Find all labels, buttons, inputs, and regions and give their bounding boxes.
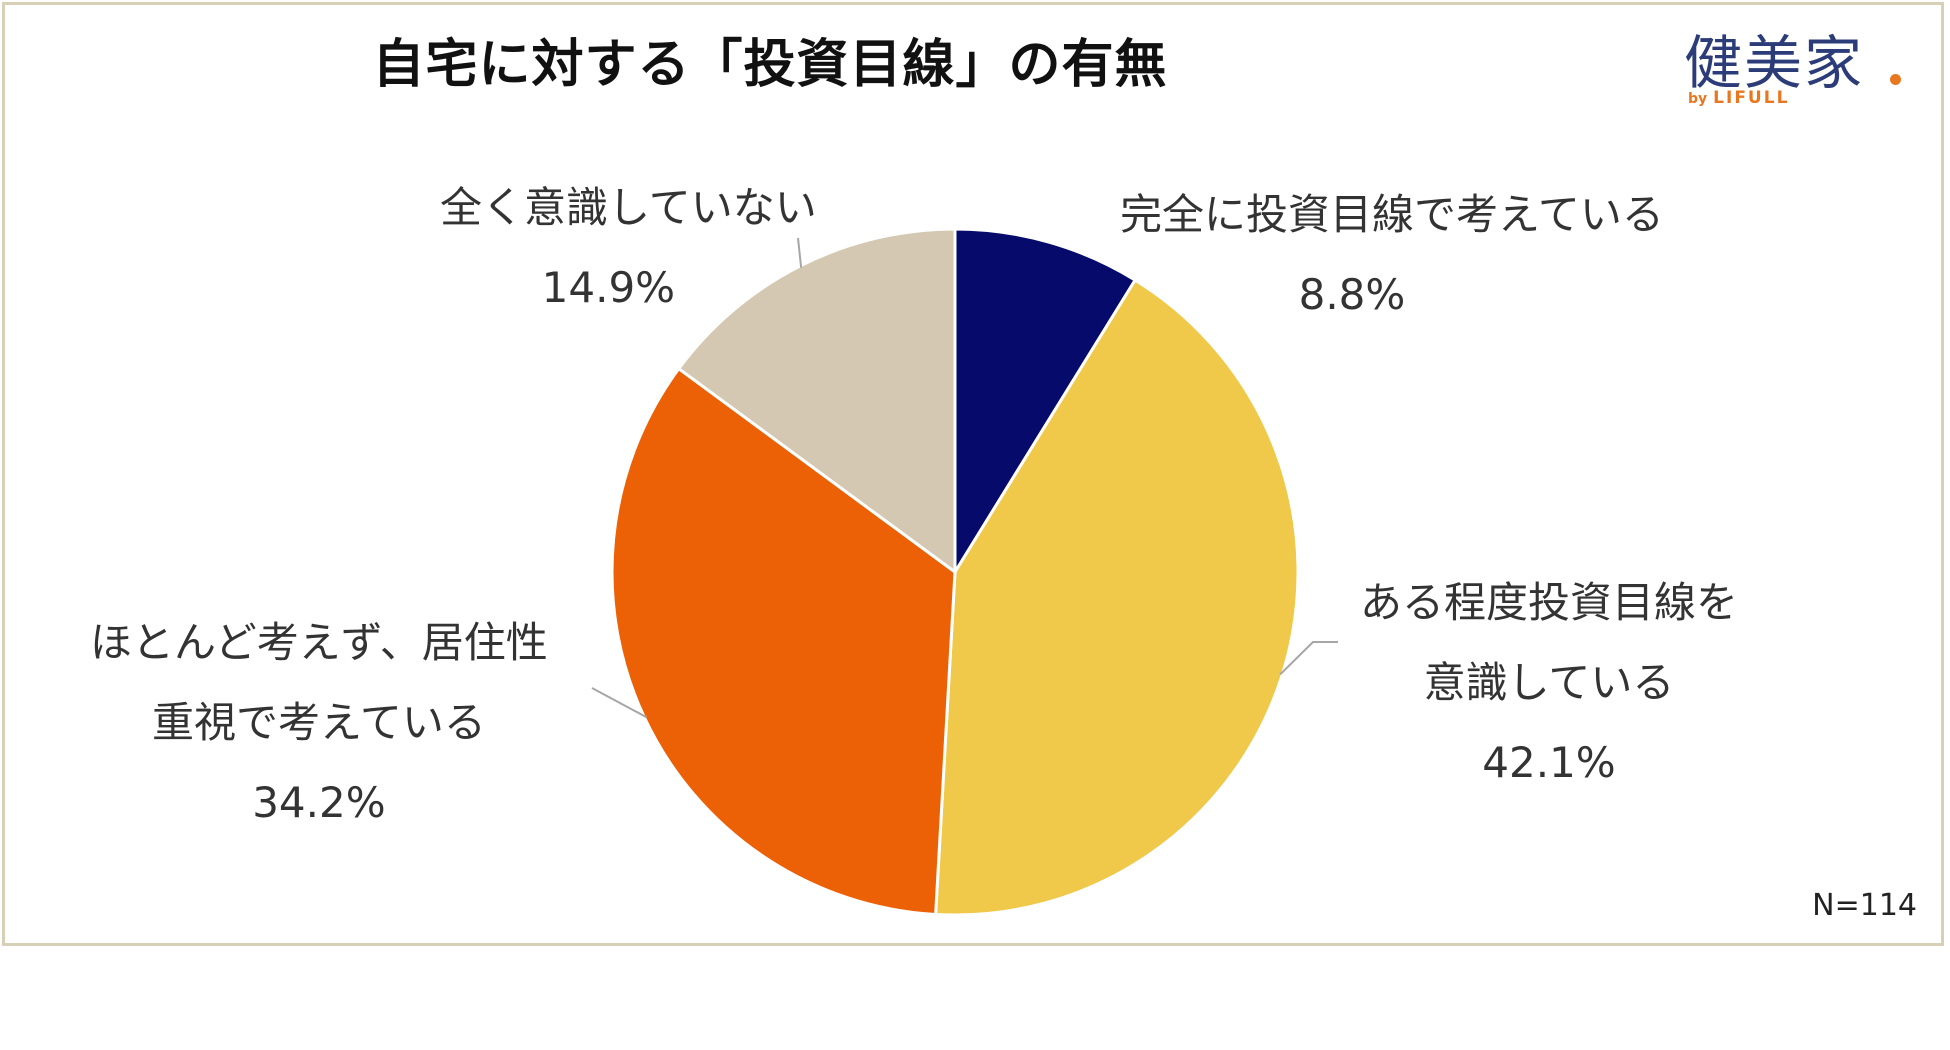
slice-label-0: 完全に投資目線で考えている 8.8%	[1120, 175, 1664, 335]
chart-title: 自宅に対する「投資目線」の有無	[372, 35, 1168, 95]
slice-percent: 34.2%	[252, 778, 386, 827]
logo-dot-icon	[1890, 74, 1901, 85]
logo-brand: LIFULL	[1713, 88, 1790, 108]
slice-label-text: 完全に投資目線で考えている	[1120, 190, 1664, 239]
logo-wordmark: 健美家	[1684, 29, 1865, 97]
pie-slice-1	[934, 278, 1300, 917]
slice-label-text: ほとんど考えず、居住性	[90, 618, 548, 667]
logo-by: by	[1688, 91, 1708, 107]
logo-byline: by LIFULL	[1688, 88, 1789, 108]
brand-logo: 健美家 by LIFULL	[1670, 16, 1920, 116]
slice-percent: 42.1%	[1482, 738, 1616, 787]
leader-line-2	[591, 687, 647, 719]
slice-label-text: 重視で考えている	[151, 698, 486, 747]
pie-slice-2	[610, 366, 957, 917]
slice-percent: 8.8%	[1298, 270, 1406, 319]
pie-slice-0	[953, 227, 1138, 578]
slice-label-text: 全く意識していない	[440, 183, 817, 232]
leader-line-1	[1279, 641, 1338, 676]
leader-line-3	[797, 237, 803, 268]
sample-size-note: N=114	[1812, 888, 1917, 923]
slice-percent: 14.9%	[541, 263, 676, 312]
slice-label-text: ある程度投資目線を	[1360, 578, 1739, 627]
slice-label-1: ある程度投資目線を 意識している 42.1%	[1360, 563, 1738, 803]
slice-label-text: 意識している	[1423, 658, 1675, 707]
slice-label-3: 全く意識していない 14.9%	[440, 168, 817, 328]
slice-label-2: ほとんど考えず、居住性 重視で考えている 34.2%	[90, 603, 548, 843]
